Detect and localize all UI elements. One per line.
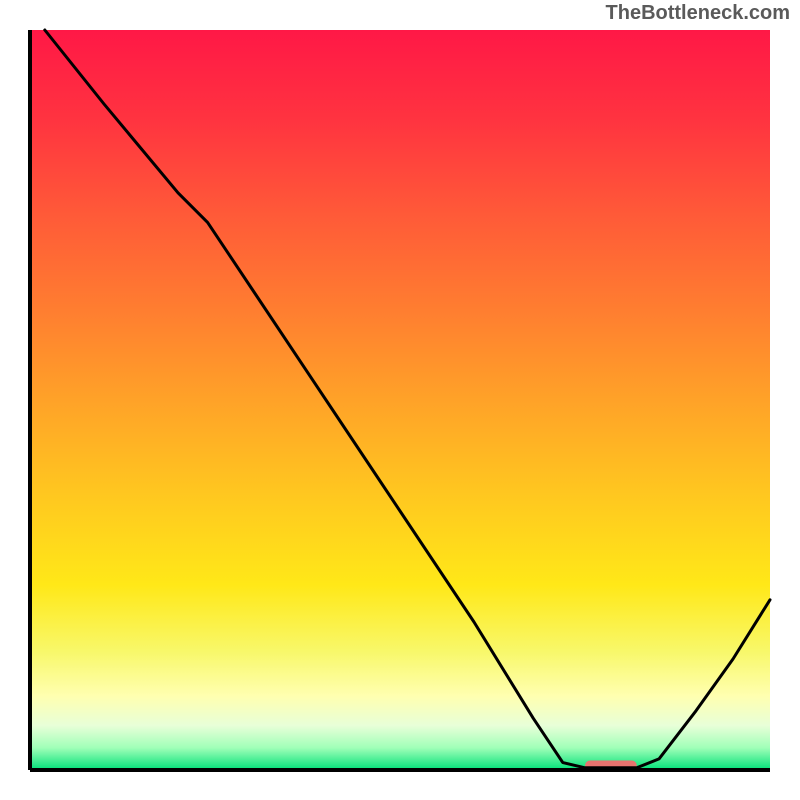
watermark-text: TheBottleneck.com xyxy=(606,2,790,25)
plot-background xyxy=(30,30,770,770)
chart-container: TheBottleneck.com xyxy=(0,0,800,800)
bottleneck-curve-chart xyxy=(0,0,800,800)
